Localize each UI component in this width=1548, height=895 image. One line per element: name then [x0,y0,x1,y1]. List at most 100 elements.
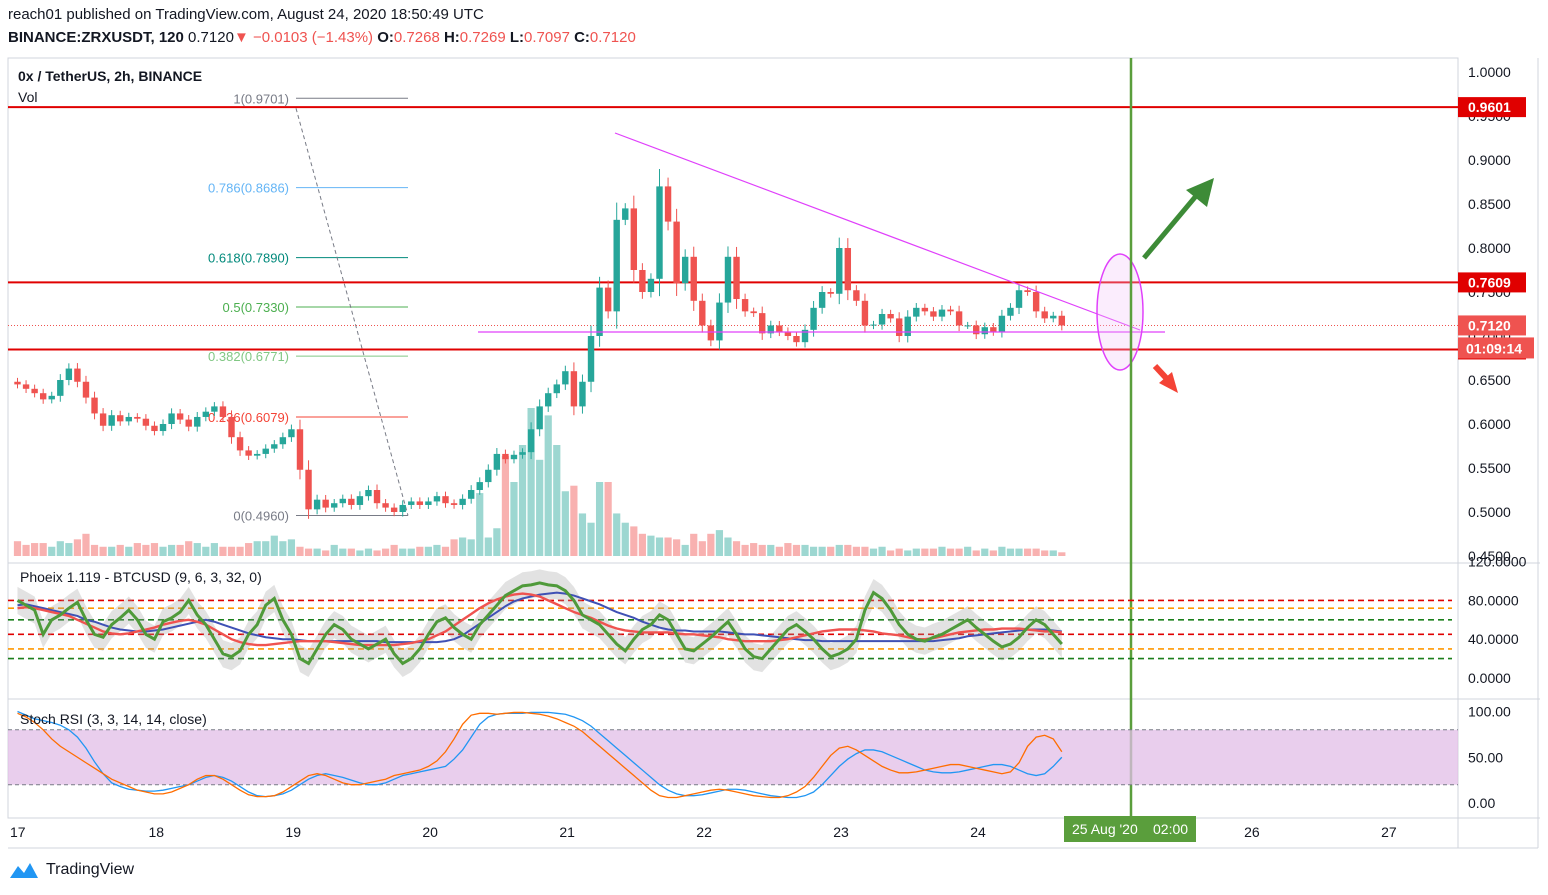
volume-bar [116,544,124,556]
volume-bar [185,541,193,556]
candle-body [159,424,167,432]
volume-bar [964,546,972,556]
time-tick-label: 17 [10,824,26,840]
candle-body [870,324,877,326]
plot-frame [7,57,1459,819]
price-tick-label: 0.6000 [1468,416,1511,432]
candle-body [99,413,107,426]
candle-body [527,429,535,453]
volume-bar [159,546,167,556]
volume-bar [296,546,304,556]
volume-bar [493,528,501,556]
price-change: −0.0103 (−1.43%) [252,29,374,46]
volume-bar [322,550,330,556]
candle-body [322,499,329,508]
low-label: L: [509,29,525,46]
volume-bar [245,543,253,556]
candle-body [91,397,98,414]
candle-body [48,395,55,400]
candle-body [545,393,552,407]
volume-bar [347,548,355,556]
volume-bar [73,539,82,556]
volume-bar [621,522,629,556]
volume-bar [630,526,638,556]
candle-body [459,498,466,505]
volume-bar [501,456,510,556]
candle-body [365,490,372,497]
volume-bar [219,546,227,556]
phoeix-title: Phoeix 1.119 - BTCUSD (9, 6, 3, 32, 0) [20,569,262,585]
publisher-text: reach01 published on TradingView.com, Au… [8,6,484,23]
symbol-text: BINANCE:ZRXUSDT, 120 [8,29,184,46]
volume-bar [887,550,895,556]
up-arrow-shaft [1142,194,1198,260]
volume-bar [895,548,903,556]
volume-bar [339,548,347,556]
tradingview-brand[interactable]: TradingView [8,860,134,880]
volume-bar [202,546,210,556]
candle-body [202,411,210,417]
volume-bar [553,445,561,556]
candle-body [818,292,826,308]
candle-body [108,415,115,426]
candle-body [861,300,869,326]
candle-body [613,219,620,312]
price-tick-label: 0.6500 [1468,372,1511,388]
candle-body [416,501,424,505]
oscillator-series-line [16,581,1063,666]
volume-bar [878,546,886,556]
volume-bar [193,543,201,556]
volume-bar [330,544,338,556]
volume-bar [827,546,835,556]
volume-bar [715,530,724,556]
time-tick-label: 20 [422,824,438,840]
volume-bar [510,482,518,556]
candle-body [1007,307,1014,316]
candle-body [74,368,81,382]
candle-body [836,248,843,294]
volume-bar [921,548,929,556]
stoch-band [8,729,1458,785]
volume-bar [270,535,278,556]
candle-body [827,292,834,294]
candle-body [442,496,449,504]
volume-bar [904,550,912,556]
candle-body [895,318,903,336]
candle-body [622,208,629,220]
volume-bar [869,548,878,556]
candle-body [253,453,261,456]
up-arrow-head [1186,178,1214,207]
candle-body [930,311,937,317]
volume-bar [655,537,664,556]
volume-bar [844,544,852,556]
candle-body [707,325,715,341]
volume-bar [518,445,527,556]
candle-body [22,384,30,389]
volume-bar [459,537,467,556]
time-tick-label: 26 [1244,824,1260,840]
volume-bar [664,537,672,556]
oscillator-band [17,569,1062,678]
volume-bar [673,539,681,556]
candle-body [185,419,192,427]
volume-bar [981,548,989,556]
volume-bar [1006,548,1015,556]
volume-bar [767,544,775,556]
tradingview-logo-icon [10,863,38,878]
price-tick-label: 0.8000 [1468,240,1511,256]
candle-body [733,256,740,300]
volume-bar [65,543,73,556]
candle-body [262,448,269,454]
volume-bar [373,550,381,556]
candle-body [356,496,364,505]
candle-body [562,371,569,385]
descending-trendline [614,132,1141,331]
candle-body [878,314,886,325]
volume-bar [818,546,826,556]
candle-body [716,302,723,341]
candle-body [750,311,757,314]
volume-bar [407,548,415,556]
candle-body [425,501,432,505]
candle-body [904,316,911,336]
